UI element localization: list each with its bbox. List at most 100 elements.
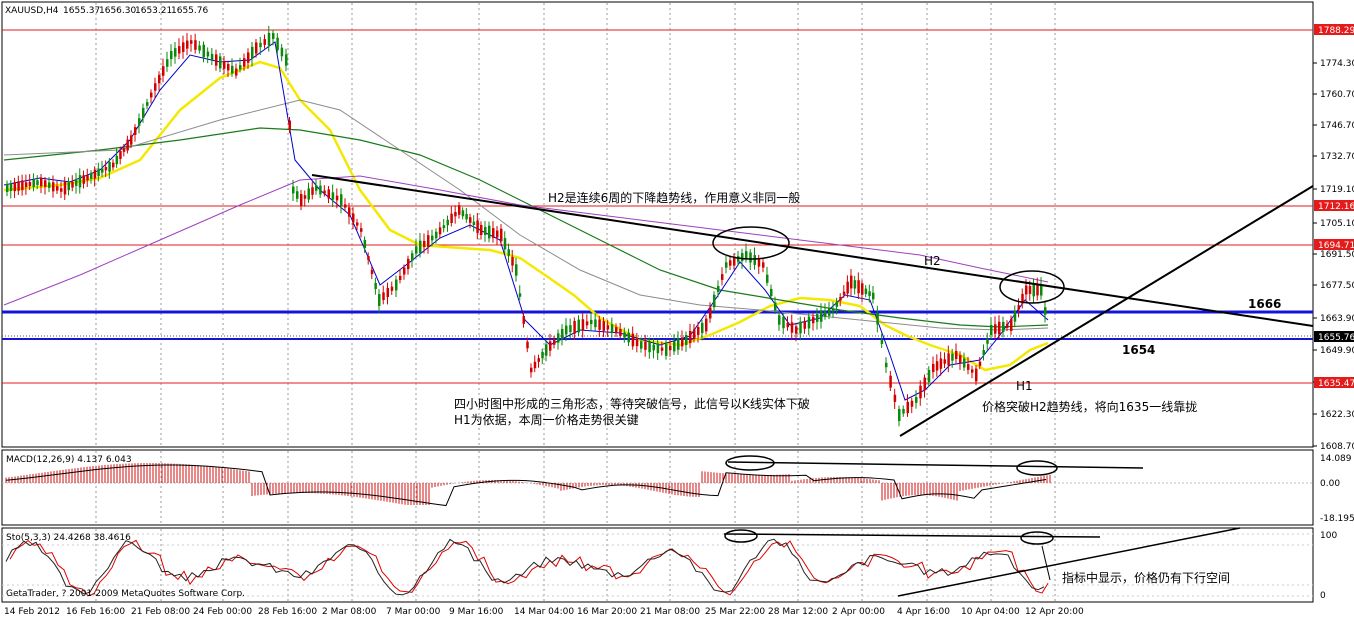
left-annotation-line2: H1为依据，本周一价格走势很关键 — [454, 412, 639, 427]
candle-body — [97, 168, 100, 177]
candle-body — [454, 211, 457, 217]
candle-body — [511, 256, 514, 266]
candle-body — [75, 180, 78, 186]
candle-body — [610, 324, 614, 333]
candle-body — [786, 322, 789, 328]
candle-body — [846, 281, 849, 294]
candle-body — [292, 186, 295, 194]
candle-body — [577, 319, 580, 333]
candle-body — [82, 175, 85, 184]
candle-body — [693, 329, 696, 339]
macd-axis-top: 14.089 — [1320, 454, 1352, 464]
price-axis-label: 1705.10 — [1320, 219, 1354, 229]
ohlc-low: 1653.21 — [135, 6, 172, 16]
candle-body — [1040, 284, 1043, 296]
candle-body — [967, 364, 970, 370]
candle-body — [1013, 310, 1017, 322]
candle-body — [104, 167, 108, 171]
candle-body — [885, 362, 888, 368]
candle-body — [21, 180, 24, 191]
candle-body — [880, 340, 884, 344]
candle-body — [311, 187, 314, 195]
candle-body — [356, 222, 359, 226]
candle-body — [725, 262, 728, 268]
candle-body — [86, 175, 89, 181]
candle-body — [500, 228, 503, 242]
candle-body — [705, 318, 708, 332]
candle-body — [492, 228, 495, 238]
candle-body — [832, 308, 835, 312]
macd-divergence-line — [727, 461, 1144, 469]
candle-body — [300, 194, 303, 206]
price-axis-label: 1677.50 — [1320, 281, 1354, 291]
sto-axis-top: 100 — [1320, 531, 1337, 541]
candle-body — [285, 54, 288, 66]
candle-body — [348, 207, 351, 217]
candle-body — [644, 341, 647, 350]
ohlc-high: 1656.30 — [99, 6, 136, 16]
candle-body — [90, 173, 93, 179]
candle-body — [370, 269, 374, 275]
candle-body — [130, 135, 133, 145]
candle-body — [635, 338, 639, 347]
candle-body — [553, 339, 556, 345]
candle-body — [13, 182, 17, 192]
candle-body — [923, 377, 926, 391]
candle-body — [533, 361, 537, 369]
candle-body — [407, 258, 410, 270]
candle-body — [288, 120, 291, 130]
price-axis-label: 1649.90 — [1320, 346, 1354, 356]
price-axis-label: 1760.70 — [1320, 90, 1354, 100]
time-axis-label: 2 Apr 00:00 — [832, 607, 885, 617]
candle-body — [1032, 283, 1035, 297]
candle-body — [60, 188, 63, 192]
candle-body — [652, 344, 655, 351]
candle-body — [648, 341, 651, 353]
candle-body — [9, 183, 13, 192]
candle-body — [594, 319, 597, 328]
stochastic-pane[interactable] — [1, 527, 1314, 603]
trendline-h2 — [311, 174, 1314, 327]
candle-body — [932, 363, 935, 373]
candle-body — [251, 46, 254, 59]
candle-body — [565, 325, 568, 335]
candle-body — [458, 205, 461, 215]
candle-body — [44, 180, 47, 187]
candle-body — [627, 332, 630, 343]
candle-body — [227, 64, 230, 71]
candle-body — [484, 226, 487, 236]
candle-body — [382, 292, 385, 301]
svg-text:1635.47: 1635.47 — [1318, 379, 1354, 389]
ma-purple-line — [3, 175, 1049, 306]
time-axis-label: 24 Feb 00:00 — [193, 607, 252, 617]
candle-body — [697, 327, 700, 335]
candle-body — [507, 249, 510, 256]
candle-body — [766, 274, 769, 283]
highlight-circle — [999, 270, 1065, 304]
time-axis-label: 21 Mar 08:00 — [640, 607, 700, 617]
candle-body — [239, 65, 242, 70]
macd-pane[interactable] — [1, 449, 1314, 526]
candle-body — [78, 175, 82, 188]
candle-body — [561, 328, 564, 340]
candle-body — [480, 224, 483, 236]
candle-body — [975, 368, 978, 382]
candle-body — [919, 385, 922, 399]
ohlc-open: 1655.37 — [63, 6, 100, 16]
candle-body — [1025, 285, 1028, 295]
candle-body — [386, 287, 389, 298]
ma-yellow-line — [3, 60, 1049, 372]
candle-body — [853, 280, 857, 289]
candle-body — [816, 314, 819, 322]
main-pane[interactable] — [1, 1, 1314, 448]
candle-body — [112, 162, 115, 168]
candle-body — [741, 253, 744, 261]
candle-body — [530, 367, 533, 373]
candle-body — [581, 319, 585, 331]
candle-body — [166, 59, 169, 67]
top-annotation: H2是连续6周的下降趋势线，作用意义非同一般 — [548, 190, 800, 205]
candle-body — [101, 168, 104, 173]
macd-axis-zero: 0.00 — [1320, 479, 1340, 489]
